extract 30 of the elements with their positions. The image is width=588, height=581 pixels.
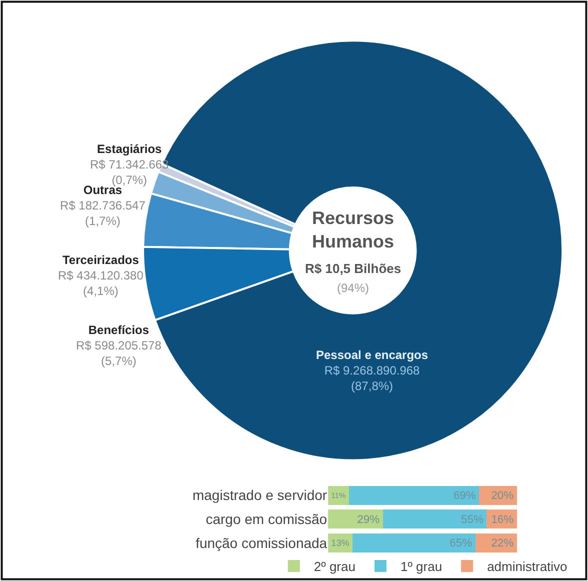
slice-label: Pessoal e encargos (316, 348, 428, 362)
data-label: 16% (491, 514, 514, 526)
slice-label: Estagiários (97, 142, 162, 156)
text: (94%) (337, 281, 370, 295)
data-label: R$ 434.120.380 (4,1%) (58, 268, 144, 298)
bar (328, 510, 383, 529)
data-label: R$ 9.268.890.968 (87,8%) (324, 364, 420, 394)
legend-label: 2º grau (314, 559, 356, 574)
slice-label: Benefícios (88, 323, 150, 337)
y-tick-label: magistrado e servidor (192, 487, 328, 504)
data-label: 22% (491, 538, 514, 550)
bar (382, 510, 487, 529)
data-label: 13% (331, 538, 350, 548)
y-tick-label: função comissionada (196, 534, 328, 551)
data-label: R$ 598.205.578 (5,7%) (76, 338, 162, 368)
bar (352, 533, 476, 552)
text: R$ 10,5 Bilhões (305, 261, 402, 276)
slice-label: Terceirizados (62, 253, 140, 267)
data-label: R$ 71.342.663 (0,7%) (90, 158, 170, 188)
legend-label: administrativo (487, 559, 568, 574)
text: Recursos Humanos (312, 208, 394, 252)
data-label: 65% (450, 538, 472, 550)
bar (348, 486, 480, 505)
data-label: 69% (453, 490, 476, 502)
y-tick-label: cargo em comissão (206, 511, 328, 528)
data-label: 20% (491, 490, 514, 502)
legend-label: 1º grau (400, 559, 442, 574)
data-label: 29% (357, 514, 380, 526)
data-label: R$ 182.736.547 (1,7%) (60, 198, 146, 228)
data-label: 55% (460, 514, 484, 526)
